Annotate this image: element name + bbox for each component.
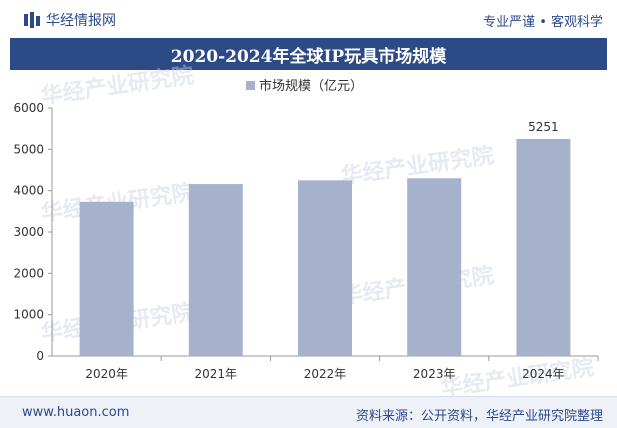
brand[interactable]: 华经情报网 — [24, 10, 116, 30]
bar — [298, 180, 352, 356]
tagline: 专业严谨 • 客观科学 — [483, 15, 603, 30]
x-tick-label: 2022年 — [304, 367, 347, 381]
brand-name: 华经情报网 — [46, 13, 116, 29]
source-note: 资料来源：公开资料，华经产业研究院整理 — [355, 409, 603, 424]
chart-area: 华经产业研究院 华经产业研究院 华经产业研究院 华经产业研究院 华经产业研究院 … — [10, 63, 607, 402]
y-tick-label: 3000 — [13, 225, 44, 239]
y-tick-label: 1000 — [13, 308, 44, 322]
brand-logo-icon — [24, 12, 40, 28]
x-tick-label: 2023年 — [413, 367, 456, 381]
y-tick-label: 5000 — [13, 142, 44, 156]
x-tick-label: 2020年 — [85, 367, 128, 381]
bar — [79, 201, 134, 356]
legend-label: 市场规模（亿元） — [259, 78, 363, 94]
axes: 0 1000 2000 3000 4000 5000 6000 2020年 2021年 2022年… — [13, 101, 599, 381]
x-tick-label: 2021年 — [195, 367, 238, 381]
top-bar: 华经情报网 专业严谨 • 客观科学 — [0, 0, 617, 38]
footer: www.huaon.com 资料来源：公开资料，华经产业研究院整理 — [0, 396, 617, 428]
bars: 5251 — [79, 120, 571, 356]
legend: 市场规模（亿元） — [246, 78, 363, 94]
y-tick-label: 2000 — [13, 266, 44, 280]
bar — [188, 184, 243, 356]
y-tick-label: 4000 — [13, 184, 44, 198]
website-link[interactable]: www.huaon.com — [22, 405, 130, 420]
y-tick-label: 6000 — [13, 101, 44, 115]
x-tick-label: 2024年 — [522, 367, 565, 381]
y-tick-label: 0 — [36, 349, 44, 363]
chart-title: 2020-2024年全球IP玩具市场规模 — [10, 38, 607, 70]
bar — [407, 178, 462, 356]
bar — [516, 138, 571, 356]
bar-chart: 市场规模（亿元） 0 1000 2000 3000 4000 5000 6000 2020年 2… — [13, 78, 599, 381]
data-label: 5251 — [528, 120, 559, 134]
legend-swatch — [246, 81, 255, 90]
